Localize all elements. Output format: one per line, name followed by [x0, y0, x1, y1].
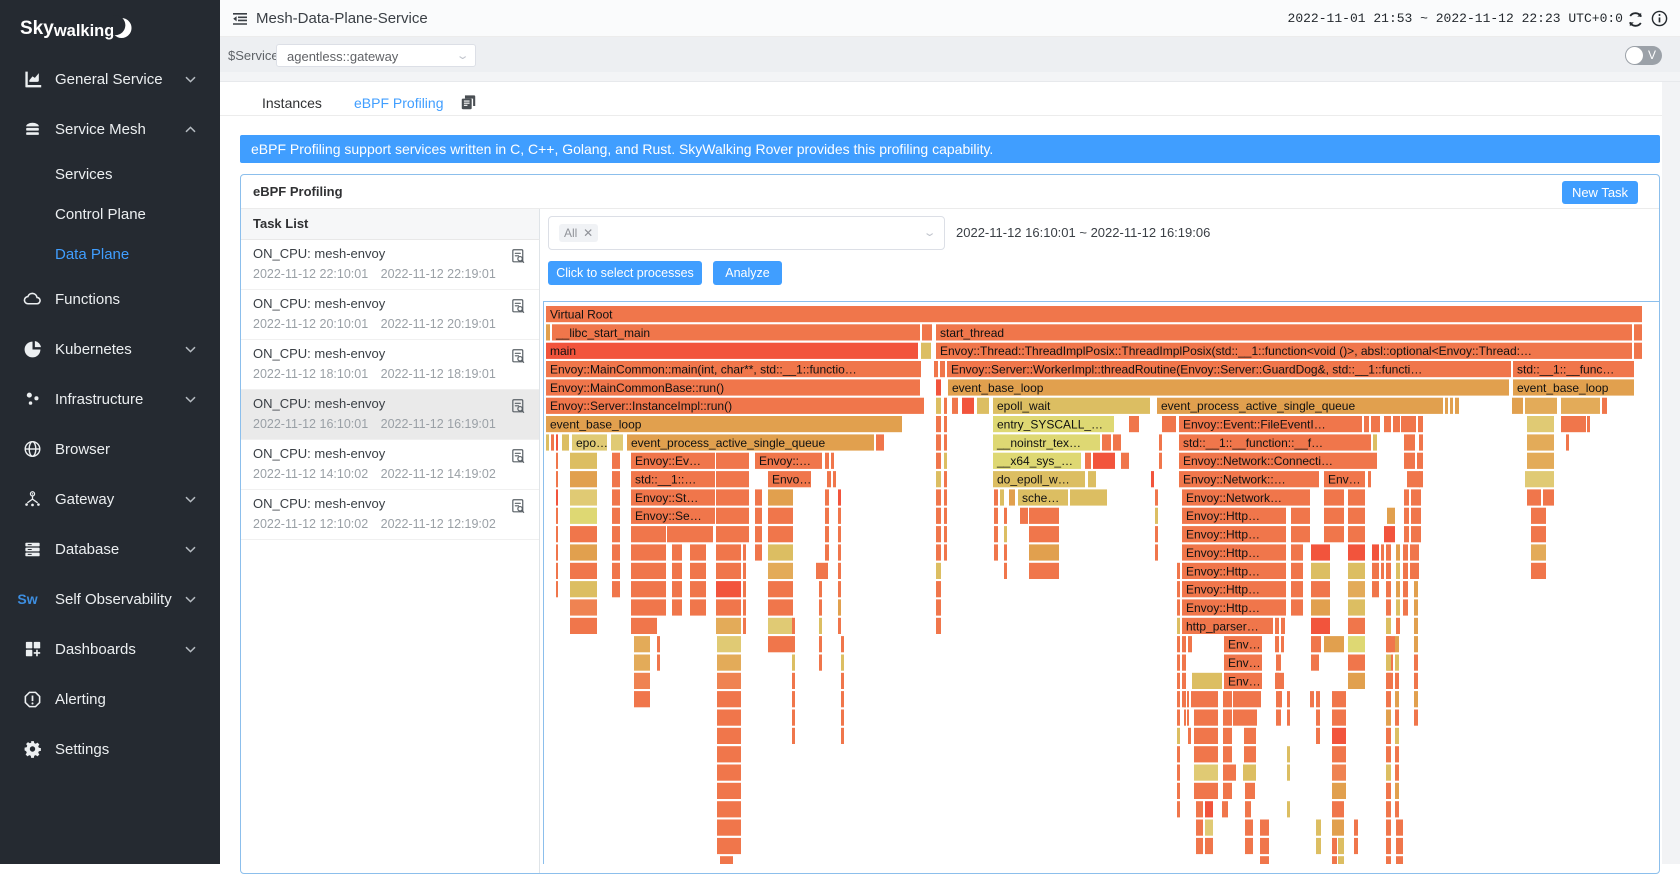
svg-text:Env…: Env… — [1228, 638, 1261, 652]
svg-text:std::__1::__func…: std::__1::__func… — [1517, 363, 1614, 377]
svg-text:__x64_sys_…: __x64_sys_… — [996, 454, 1073, 468]
svg-text:Envoy::Http…: Envoy::Http… — [1186, 601, 1260, 615]
svg-text:Env…: Env… — [1228, 674, 1261, 688]
svg-text:__libc_start_main: __libc_start_main — [555, 326, 650, 340]
svg-text:Envoy::Server::WorkerImpl::thr: Envoy::Server::WorkerImpl::threadRoutine… — [951, 363, 1422, 377]
svg-text:std::__1::__function::__f…: std::__1::__function::__f… — [1183, 436, 1323, 450]
svg-text:start_thread: start_thread — [940, 326, 1004, 340]
svg-text:Envoy::Ev…: Envoy::Ev… — [635, 454, 701, 468]
svg-text:event_base_loop: event_base_loop — [1517, 381, 1609, 395]
svg-text:Envoy::Network::…: Envoy::Network::… — [1183, 473, 1286, 487]
svg-text:http_parser…: http_parser… — [1186, 619, 1259, 633]
svg-text:Env…: Env… — [1328, 473, 1361, 487]
svg-text:sche…: sche… — [1022, 491, 1059, 505]
svg-text:event_process_active_single_qu: event_process_active_single_queue — [631, 436, 825, 450]
svg-text:std::__1::…: std::__1::… — [635, 473, 696, 487]
svg-text:event_process_active_single_qu: event_process_active_single_queue — [1161, 399, 1355, 413]
svg-text:epoll_wait: epoll_wait — [997, 399, 1051, 413]
svg-text:Envoy::MainCommon::main(int, c: Envoy::MainCommon::main(int, char**, std… — [550, 363, 857, 377]
svg-text:Envoy::Server::InstanceImpl::r: Envoy::Server::InstanceImpl::run() — [550, 399, 732, 413]
svg-text:Env…: Env… — [1228, 656, 1261, 670]
svg-text:Envoy::Http…: Envoy::Http… — [1186, 583, 1260, 597]
svg-text:Envoy::St…: Envoy::St… — [635, 491, 698, 505]
svg-text:Envo…: Envo… — [772, 473, 811, 487]
svg-text:event_base_loop: event_base_loop — [952, 381, 1044, 395]
svg-text:epo…: epo… — [576, 436, 608, 450]
svg-text:Virtual Root: Virtual Root — [550, 308, 613, 322]
svg-text:Envoy::Se…: Envoy::Se… — [635, 509, 702, 523]
svg-text:event_base_loop: event_base_loop — [550, 418, 642, 432]
svg-text:Envoy::…: Envoy::… — [759, 454, 811, 468]
svg-text:Envoy::Http…: Envoy::Http… — [1186, 564, 1260, 578]
svg-text:Envoy::Http…: Envoy::Http… — [1186, 528, 1260, 542]
svg-text:__noinstr_tex…: __noinstr_tex… — [996, 436, 1081, 450]
svg-text:do_epoll_w…: do_epoll_w… — [997, 473, 1070, 487]
svg-text:Envoy::Network::Connecti…: Envoy::Network::Connecti… — [1183, 454, 1333, 468]
svg-text:Envoy::Event::FileEventI…: Envoy::Event::FileEventI… — [1183, 418, 1326, 432]
svg-text:Envoy::Network…: Envoy::Network… — [1186, 491, 1282, 505]
svg-text:Envoy::Http…: Envoy::Http… — [1186, 546, 1260, 560]
svg-text:entry_SYSCALL_…: entry_SYSCALL_… — [997, 418, 1103, 432]
svg-text:main: main — [550, 344, 576, 358]
svg-text:Envoy::Http…: Envoy::Http… — [1186, 509, 1260, 523]
svg-text:Envoy::Thread::ThreadImplPosix: Envoy::Thread::ThreadImplPosix::ThreadIm… — [940, 344, 1532, 358]
svg-text:Envoy::MainCommonBase::run(): Envoy::MainCommonBase::run() — [550, 381, 724, 395]
